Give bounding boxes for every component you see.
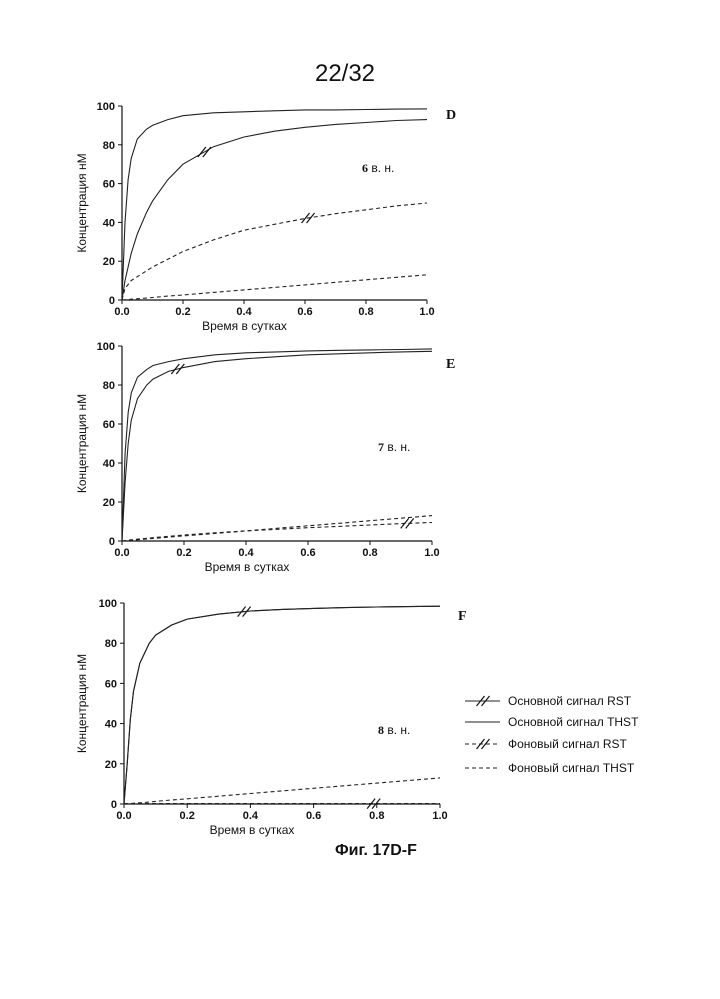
x-tick-label: 0.6 <box>297 306 312 318</box>
series-slash-marker <box>202 146 212 158</box>
x-tick-label: 0.8 <box>358 306 373 318</box>
figure-caption: Фиг. 17D-F <box>335 842 417 859</box>
y-tick-label: 60 <box>105 678 117 690</box>
y-tick-label: 80 <box>105 638 117 650</box>
panel-annotation: 8 в. н. <box>378 723 410 737</box>
x-tick-label: 0.8 <box>369 810 384 822</box>
series-slash-marker <box>405 518 415 529</box>
series-slash-marker <box>197 146 207 158</box>
annotation-number: 6 <box>362 161 368 175</box>
annotation-text: в. н. <box>368 161 394 175</box>
panel-letter: F <box>458 609 467 624</box>
series-slash-marker <box>371 798 381 809</box>
x-tick-label: 0.4 <box>236 306 252 318</box>
y-axis-label: Концентрация нМ <box>75 394 89 493</box>
y-axis-label: Концентрация нМ <box>75 153 89 252</box>
page-number: 22/32 <box>314 60 376 87</box>
series-slash-marker <box>170 363 180 375</box>
y-tick-label: 20 <box>105 759 117 771</box>
series-line-solid-slash <box>121 119 428 301</box>
y-tick-label: 0 <box>111 799 117 811</box>
legend-slash-marker <box>481 695 490 707</box>
x-tick-label: 0.6 <box>300 547 315 559</box>
x-axis-label: Время в сутках <box>210 823 295 837</box>
series-line-solid-slash <box>121 350 433 542</box>
series-slash-marker <box>175 363 185 375</box>
series-line-solid-slash <box>123 605 441 805</box>
x-tick-label: 0.2 <box>176 547 191 559</box>
series-line-dashed <box>121 274 428 301</box>
y-tick-label: 20 <box>103 256 115 268</box>
annotation-text: в. н. <box>384 440 410 454</box>
legend-label: Фоновый сигнал RST <box>508 737 628 751</box>
y-tick-label: 80 <box>103 140 115 152</box>
chart-panel-d: 0.0 0.2 0.4 0.6 0.8 1.0 0 20 40 60 80 100 Время в су… <box>75 101 456 333</box>
x-axis-label: Время в сутках <box>205 560 290 574</box>
series-slash-marker <box>366 798 376 809</box>
panel-annotation: 6 в. н. <box>362 161 394 175</box>
panel-letter: D <box>446 108 456 123</box>
y-tick-label: 60 <box>103 419 115 431</box>
legend-slash-marker <box>476 695 485 707</box>
series-slash-marker <box>301 212 311 224</box>
panel-letter: E <box>446 357 455 372</box>
x-tick-label: 0.2 <box>180 810 195 822</box>
x-tick-label: 0.2 <box>175 306 190 318</box>
series-line-dashed-slash <box>121 521 433 542</box>
series-line-dashed <box>121 515 433 542</box>
series-line-solid <box>121 108 428 301</box>
y-tick-label: 40 <box>103 458 115 470</box>
chart-legend: Основной сигнал RST Основной сигнал THST Ф… <box>465 694 639 775</box>
x-tick-label: 1.0 <box>432 810 447 822</box>
y-tick-label: 20 <box>103 497 115 509</box>
series-line-solid <box>123 605 441 805</box>
legend-slash-marker <box>476 738 485 750</box>
legend-slash-marker <box>481 738 490 750</box>
x-tick-label: 0.4 <box>243 810 259 822</box>
y-tick-label: 0 <box>109 295 115 307</box>
legend-label: Основной сигнал THST <box>508 715 639 729</box>
y-axis-label: Концентрация нМ <box>75 654 89 753</box>
x-tick-label: 0.0 <box>116 810 131 822</box>
x-tick-label: 0.6 <box>306 810 321 822</box>
legend-label: Основной сигнал RST <box>508 694 632 708</box>
x-tick-label: 0.8 <box>362 547 377 559</box>
chart-panel-f: 0.0 0.2 0.4 0.6 0.8 1.0 0 20 40 60 80 100 Время в су… <box>75 598 467 837</box>
x-tick-label: 0.0 <box>114 547 129 559</box>
legend-label: Фоновый сигнал THST <box>508 761 635 775</box>
panel-annotation: 7 в. н. <box>378 440 410 454</box>
y-tick-label: 100 <box>97 341 115 353</box>
series-line-solid <box>121 348 433 542</box>
series-line-dashed <box>123 777 441 805</box>
series-slash-marker <box>400 518 410 529</box>
y-tick-label: 0 <box>109 536 115 548</box>
annotation-text: в. н. <box>384 723 410 737</box>
y-tick-label: 60 <box>103 179 115 191</box>
x-tick-label: 0.0 <box>114 306 129 318</box>
y-tick-label: 40 <box>105 719 117 731</box>
y-tick-label: 80 <box>103 380 115 392</box>
y-tick-label: 40 <box>103 217 115 229</box>
chart-panel-e: 0.0 0.2 0.4 0.6 0.8 1.0 0 20 40 60 80 100 Время в су… <box>75 341 455 574</box>
series-line-dashed-slash <box>121 202 428 301</box>
x-tick-label: 1.0 <box>419 306 434 318</box>
series-slash-marker <box>306 212 316 224</box>
x-tick-label: 0.4 <box>238 547 254 559</box>
x-tick-label: 1.0 <box>424 547 439 559</box>
x-axis-label: Время в сутках <box>202 319 287 333</box>
annotation-number: 7 <box>378 440 384 454</box>
y-tick-label: 100 <box>97 101 115 113</box>
y-tick-label: 100 <box>99 598 117 610</box>
annotation-number: 8 <box>378 723 384 737</box>
